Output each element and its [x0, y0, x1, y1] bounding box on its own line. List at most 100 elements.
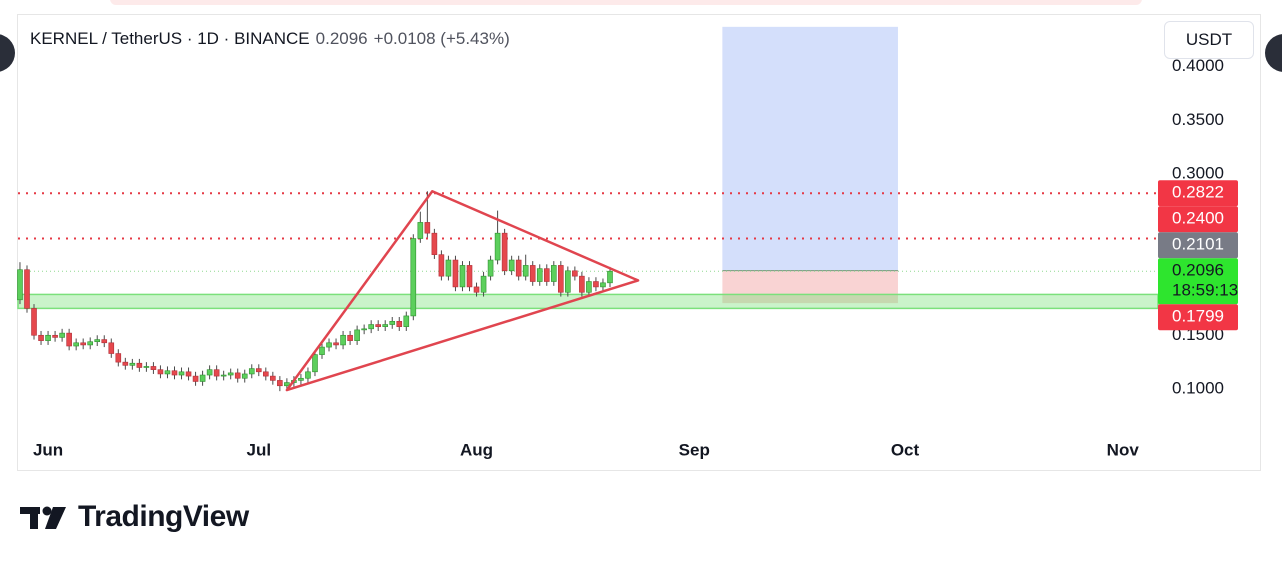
candle-body	[87, 341, 94, 346]
candle-body	[536, 268, 543, 282]
candle-body	[277, 380, 283, 387]
candle-body	[410, 238, 417, 317]
countdown: 18:59:13	[1172, 281, 1238, 300]
price-label-bg	[1158, 232, 1238, 259]
candle-body	[354, 329, 360, 341]
price-label: 0.2101	[1172, 235, 1224, 254]
price-label-bg	[1158, 180, 1238, 207]
price-label: 0.2822	[1172, 183, 1224, 202]
candle-body	[319, 346, 325, 355]
brand: TradingView	[78, 500, 249, 533]
candle-body	[206, 369, 213, 376]
candle-body	[248, 368, 255, 375]
candle-body	[227, 372, 234, 376]
candle-body	[17, 269, 23, 301]
candle-body	[558, 265, 564, 293]
candle-body	[101, 339, 108, 344]
candle-body	[459, 265, 466, 288]
candle-body	[31, 308, 37, 336]
candle-body	[220, 374, 227, 377]
candle-body	[66, 332, 72, 347]
stop-area	[722, 270, 898, 304]
candle-body	[73, 342, 79, 347]
x-tick-label: Jun	[33, 440, 63, 459]
y-tick-label: 0.3500	[1172, 110, 1224, 129]
candle-body	[347, 334, 353, 341]
candle-body	[550, 265, 557, 282]
brand-logo	[20, 506, 66, 529]
currency-button[interactable]: USDT	[1164, 21, 1254, 59]
candle-body	[171, 370, 178, 376]
price-label: 0.2096	[1172, 261, 1224, 280]
candle-body	[263, 371, 269, 377]
candle-body	[431, 232, 438, 255]
candle-body	[284, 382, 290, 387]
header: KERNEL / TetherUS · 1D · BINANCE 0.2096 +0…	[30, 29, 510, 49]
candle-body	[38, 334, 44, 341]
top-bar	[110, 0, 1142, 5]
candle-body	[508, 259, 515, 272]
candle-body	[417, 222, 424, 239]
candle-body	[565, 270, 571, 293]
candle-body	[45, 334, 51, 341]
candle-body	[333, 342, 339, 346]
last-price: 0.2096	[315, 29, 368, 48]
candle-body	[607, 270, 613, 284]
nav-left[interactable]	[0, 34, 15, 72]
candle-body	[164, 370, 171, 375]
candle-body	[438, 254, 445, 277]
triangle-pattern	[285, 190, 640, 392]
price-label-bg	[1158, 304, 1238, 331]
candle-body	[178, 371, 185, 376]
candle-body	[80, 342, 86, 346]
candle-body	[213, 369, 220, 377]
candle-body	[368, 324, 374, 330]
candle-body	[241, 373, 248, 379]
candle-body	[199, 374, 206, 382]
x-tick-label: Jul	[247, 440, 272, 459]
candle-body	[108, 342, 115, 354]
candle-body	[129, 362, 136, 366]
candle-body	[255, 368, 262, 373]
candle-body	[361, 328, 367, 331]
candle-body	[572, 270, 578, 277]
price-label: 0.1799	[1172, 307, 1224, 326]
candle-body	[403, 315, 410, 327]
candle-body	[24, 269, 30, 309]
candle-body	[445, 259, 452, 277]
candle-body	[382, 324, 389, 327]
y-tick-label: 0.1000	[1172, 378, 1224, 397]
candle-body	[192, 375, 199, 382]
candle-body	[487, 259, 494, 277]
chart-frame	[17, 14, 1261, 471]
y-tick-label: 0.3000	[1172, 164, 1224, 183]
price-label: 0.2400	[1172, 209, 1224, 228]
x-tick-label: Nov	[1107, 440, 1140, 459]
candle-body	[515, 259, 522, 277]
candle-body	[452, 259, 459, 288]
candle-body	[480, 275, 487, 293]
candle-body	[59, 332, 65, 338]
candle-body	[375, 324, 381, 327]
candle-body	[185, 371, 192, 377]
candle-body	[115, 353, 122, 363]
price-label-bg	[1158, 206, 1238, 233]
candle-body	[473, 286, 480, 293]
change: +0.0108 (+5.43%)	[373, 29, 510, 48]
candle-body	[494, 232, 501, 261]
candle-body	[234, 372, 241, 379]
candle-body	[396, 320, 403, 327]
x-tick-label: Oct	[891, 440, 920, 459]
candle-body	[529, 265, 536, 282]
candle-body	[466, 265, 473, 288]
candle-body	[122, 361, 129, 366]
candle-body	[593, 281, 599, 288]
candle-body	[586, 281, 592, 293]
candle-body	[522, 265, 529, 277]
y-tick-label: 0.4000	[1172, 56, 1224, 75]
candle-body	[326, 342, 332, 348]
nav-right[interactable]	[1265, 34, 1282, 72]
candle-body	[424, 222, 431, 234]
